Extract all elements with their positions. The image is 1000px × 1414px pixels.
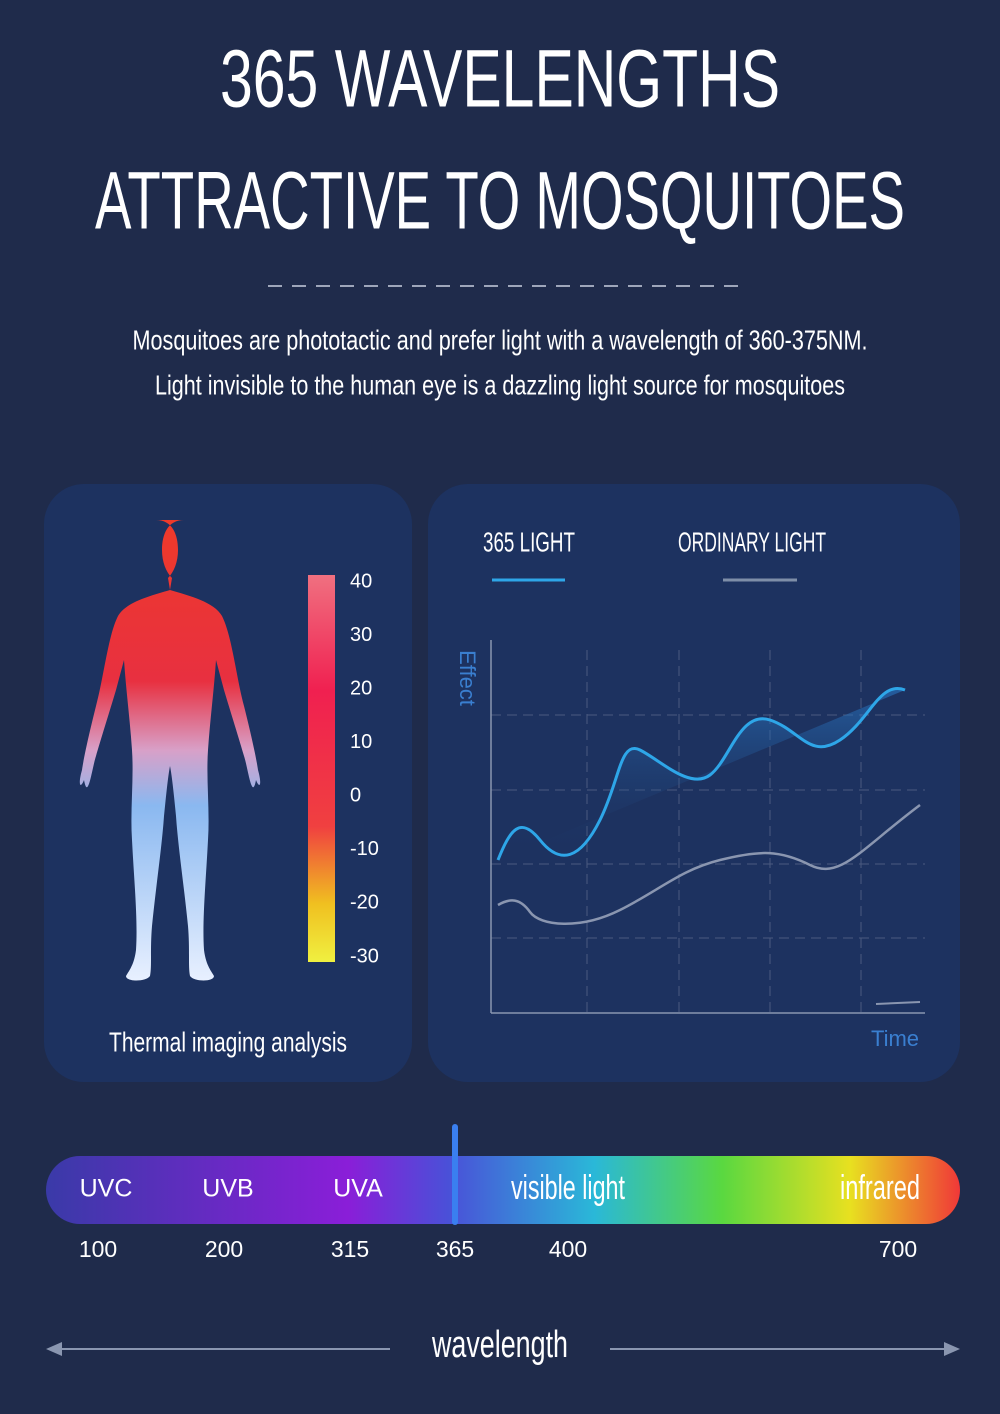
scale-label: -10 [350,838,379,860]
curve-365 [496,686,906,861]
subtitle: Mosquitoes are phototactic and prefer li… [133,324,868,355]
scale-label: 10 [350,731,372,753]
legend-label: 365 LIGHT [483,526,575,557]
scale-label: 30 [350,624,372,646]
spectrum-bar [46,1156,960,1224]
tick-label: 400 [549,1236,587,1262]
y-axis-label: Effect [455,650,480,706]
band-label: UVB [202,1175,253,1203]
tick-label: 315 [331,1236,369,1262]
thermal-scale [308,575,335,962]
arrow-head [46,1342,62,1356]
band-label: infrared [840,1169,920,1207]
tick-label: 200 [205,1236,243,1262]
legend-label: ORDINARY LIGHT [678,526,826,557]
scale-label: 20 [350,677,372,699]
curve-ordinary [497,804,921,925]
tick [875,1001,921,1005]
band-label: UVC [80,1175,133,1203]
axis-label: wavelength [431,1324,568,1366]
body-figure [79,520,261,981]
tick-label: 700 [879,1236,917,1262]
subtitle: Light invisible to the human eye is a da… [155,369,845,400]
x-axis-label: Time [871,1026,919,1051]
scale-label: -20 [350,892,379,914]
tick-label: 365 [436,1236,474,1262]
scale-label: -30 [350,945,379,967]
band-label: visible light [511,1169,625,1207]
scale-label: 0 [350,785,361,807]
arrow-head [944,1342,960,1356]
title: 365 WAVELENGTHS [220,34,780,125]
tick-label: 100 [79,1236,117,1262]
band-label: UVA [333,1175,383,1203]
title: ATTRACTIVE TO MOSQUITOES [95,156,905,247]
scale-label: 40 [350,570,372,592]
area [498,688,905,860]
thermal-caption: Thermal imaging analysis [109,1026,347,1057]
chart-panel [428,484,960,1082]
